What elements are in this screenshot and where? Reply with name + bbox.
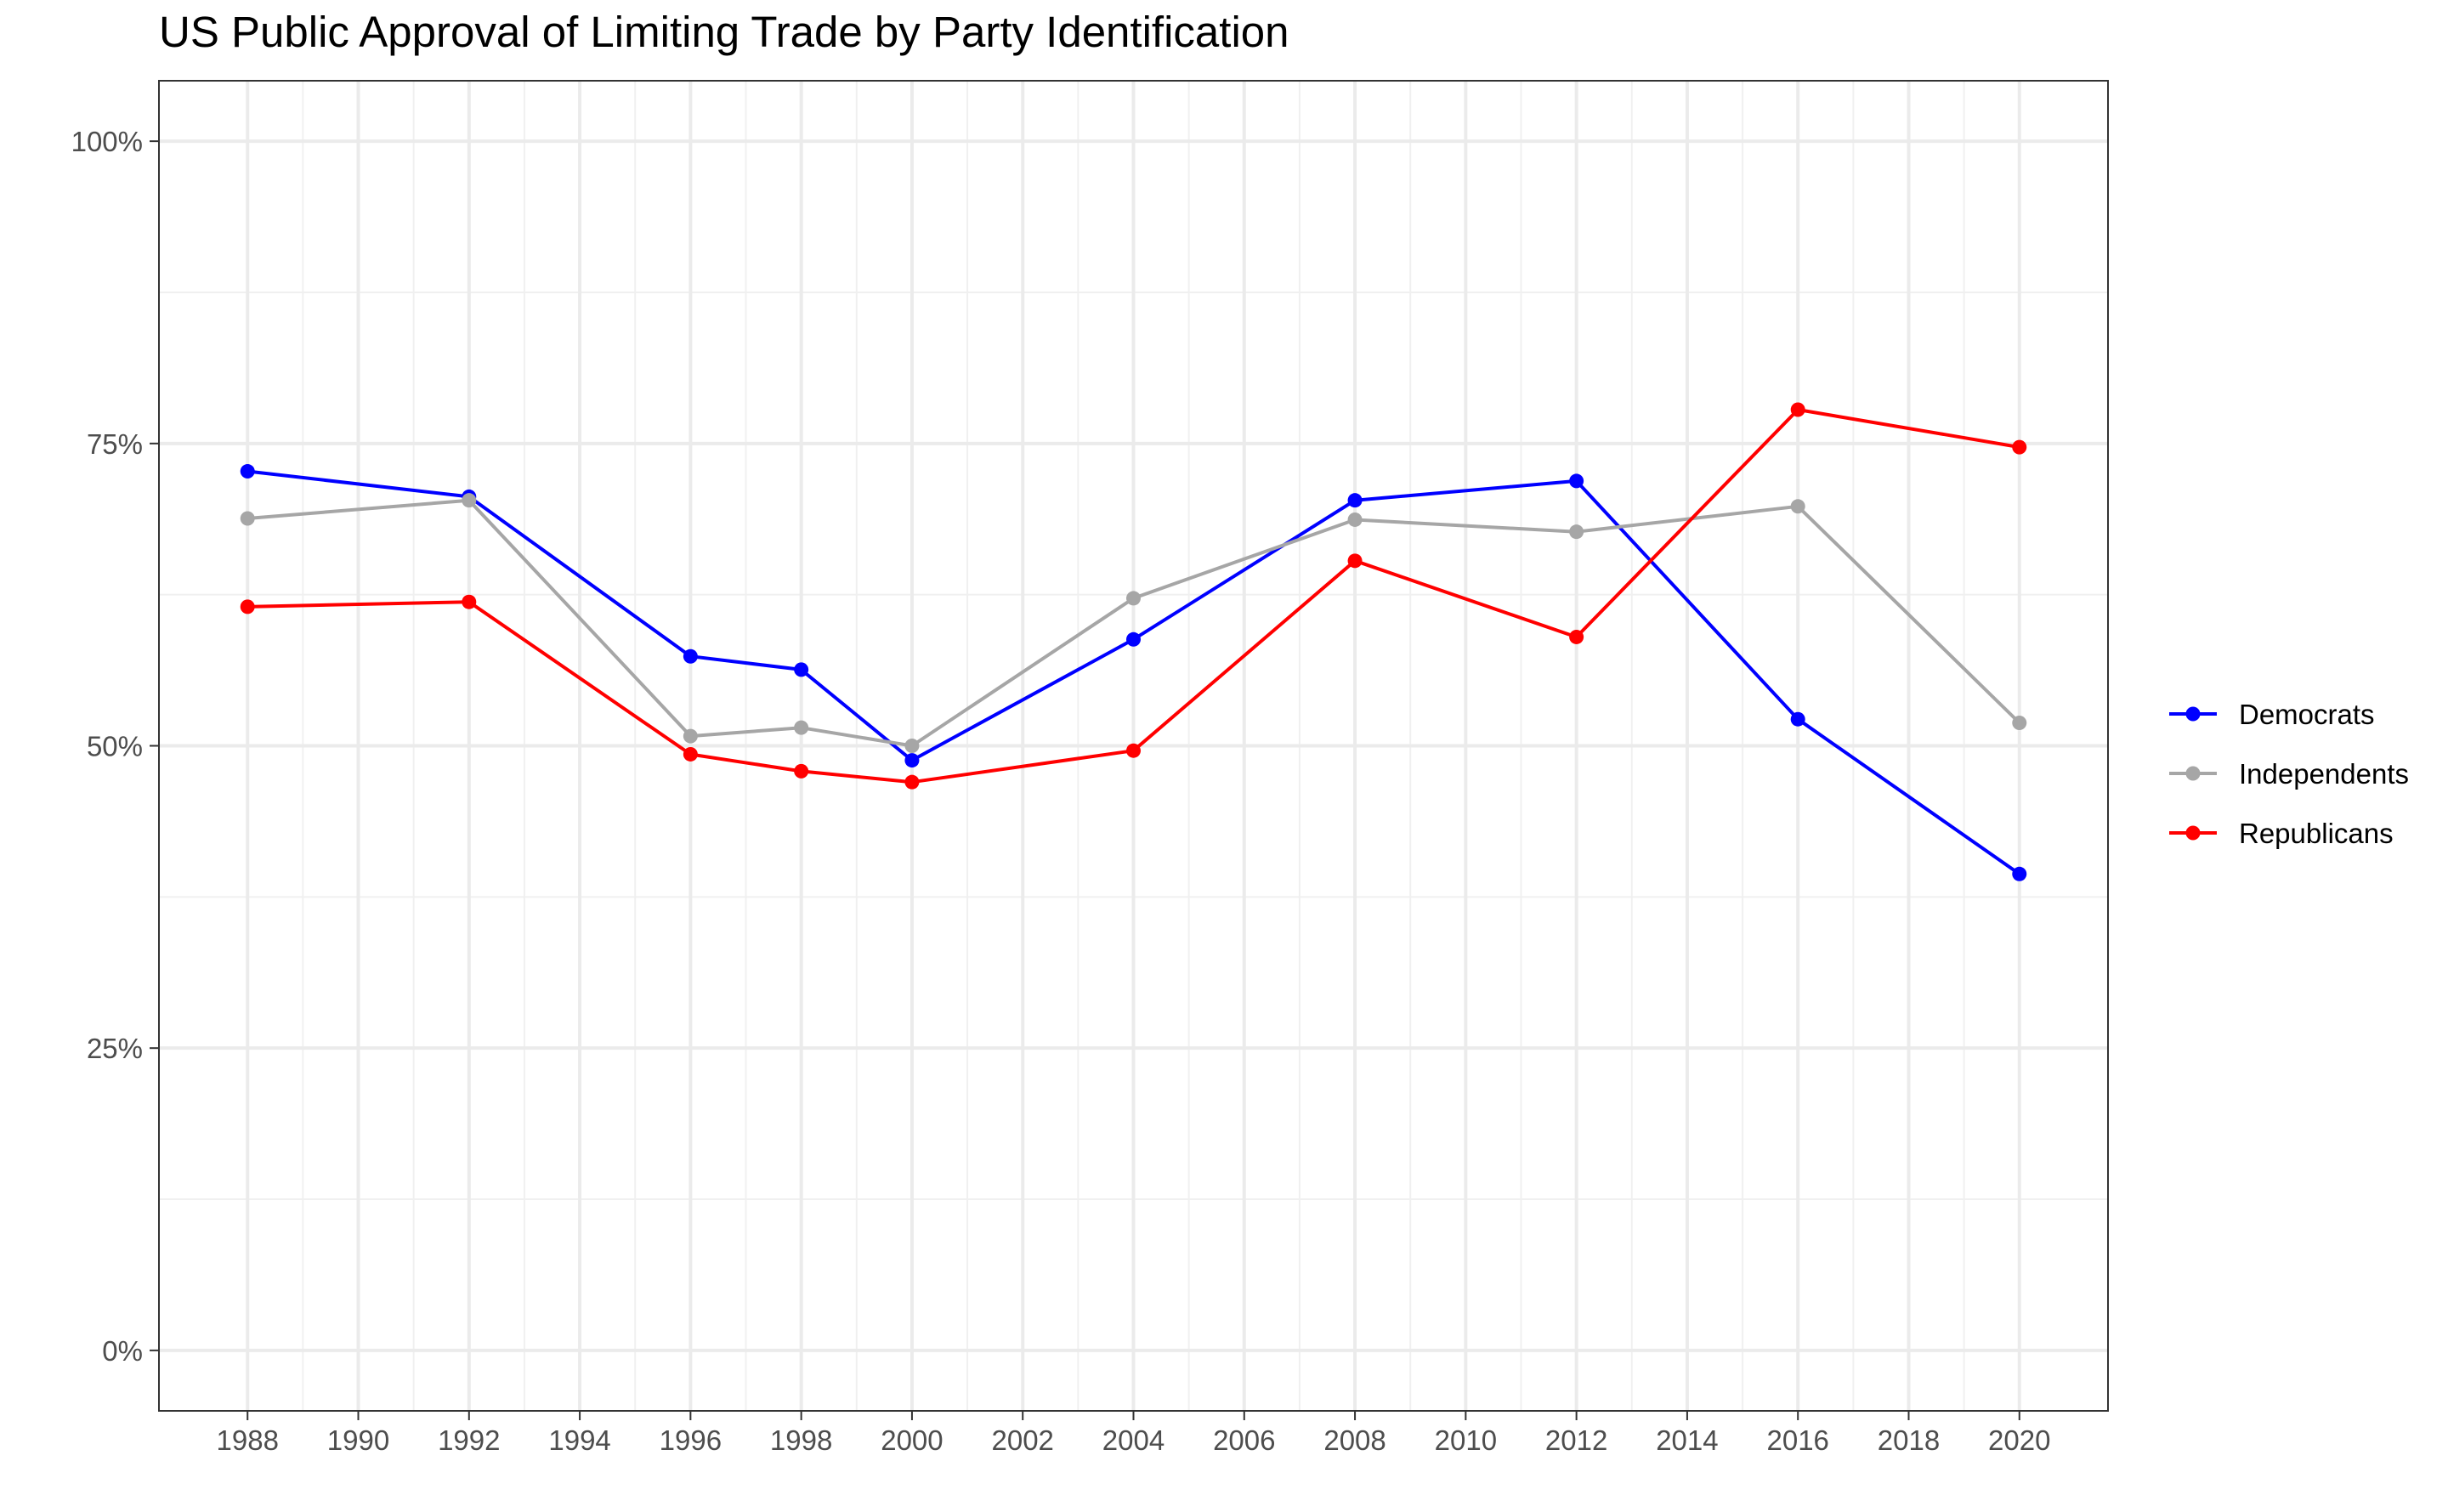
x-tick-label: 2008 [1323,1424,1386,1456]
major-gridlines [159,81,2108,1411]
x-axis: 1988 1990 1992 1994 1996 1998 2000 2002 2004 2006… [217,1411,2050,1456]
republicans-point [1790,402,1805,417]
x-tick-label: 2014 [1656,1424,1718,1456]
legend-key-point [2185,825,2201,841]
x-tick-label: 2010 [1435,1424,1497,1456]
x-tick-label: 2002 [992,1424,1054,1456]
independents-point [794,720,809,735]
y-tick-label: 75% [87,428,143,460]
chart-title: US Public Approval of Limiting Trade by … [159,8,1289,56]
republicans-point [683,746,698,762]
legend-item-independents: Independents [2169,758,2409,790]
independents-point [2012,715,2027,730]
x-tick-label: 1992 [438,1424,500,1456]
republicans-line [247,408,2020,784]
legend-label: Independents [2239,758,2409,790]
series-lines [246,408,2021,875]
democrats-point [240,464,255,479]
x-tick-label: 1990 [327,1424,389,1456]
independents-point [240,511,255,526]
legend-key-point [2185,766,2201,781]
republicans-point [1126,743,1141,758]
republicans-point [462,594,477,609]
democrats-point [794,662,809,677]
democrats-point [1569,473,1584,489]
x-tick-label: 1994 [548,1424,610,1456]
democrats-point [1126,631,1141,647]
x-tick-label: 1988 [217,1424,279,1456]
independents-point [462,493,477,508]
y-tick-label: 0% [102,1335,143,1367]
independents-point [1790,499,1805,514]
independents-point [1569,524,1584,540]
x-tick-label: 2012 [1545,1424,1607,1456]
x-tick-label: 1996 [660,1424,722,1456]
x-tick-label: 2006 [1213,1424,1275,1456]
independents-point [1347,512,1363,527]
legend-item-democrats: Democrats [2169,699,2375,730]
republicans-point [904,774,920,790]
legend: Democrats Independents Republicans [2169,699,2409,849]
x-tick-label: 2016 [1766,1424,1828,1456]
democrats-point [2012,866,2027,881]
democrats-point [1347,493,1363,508]
y-tick-label: 50% [87,731,143,762]
republicans-point [1347,553,1363,569]
y-axis: 0% 25% 50% 75% 100% [71,126,159,1367]
democrats-point [904,753,920,768]
x-tick-label: 2000 [881,1424,943,1456]
x-tick-label: 2018 [1878,1424,1940,1456]
democrats-line [246,469,2020,875]
republicans-point [1569,629,1584,644]
independents-line [247,498,2021,748]
republicans-point [794,763,809,779]
y-tick-label: 100% [71,126,143,157]
legend-item-republicans: Republicans [2169,818,2394,849]
series-points [240,402,2027,881]
independents-point [1126,591,1141,606]
republicans-point [2012,439,2027,455]
legend-label: Republicans [2239,818,2394,849]
legend-label: Democrats [2239,699,2375,730]
x-tick-label: 2020 [1988,1424,2050,1456]
y-tick-label: 25% [87,1033,143,1064]
legend-key-point [2185,706,2201,722]
democrats-point [1790,711,1805,727]
republicans-point [240,599,255,614]
independents-point [683,728,698,744]
democrats-point [683,648,698,664]
independents-point [904,739,920,753]
x-tick-label: 2004 [1102,1424,1164,1456]
x-tick-label: 1998 [770,1424,832,1456]
